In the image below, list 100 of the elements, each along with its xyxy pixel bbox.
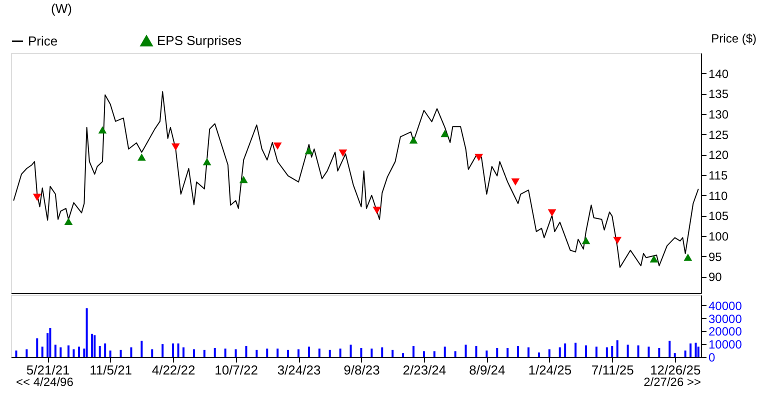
point (202, 158, 212, 166)
bar (433, 351, 436, 357)
bar (528, 347, 530, 357)
bar (595, 346, 598, 357)
x-tick-label: 3/24/23 (277, 362, 321, 378)
bar (444, 346, 446, 357)
bar (538, 352, 540, 357)
bar (486, 350, 488, 357)
bar (41, 346, 44, 357)
line-series (13, 91, 699, 268)
bar (674, 353, 676, 357)
bar (350, 344, 352, 357)
chart-title: (W) (51, 1, 72, 16)
bar (585, 345, 587, 357)
x-tick-label: 4/22/22 (152, 362, 196, 378)
bar (130, 347, 132, 357)
bar (256, 350, 258, 357)
bar (360, 348, 362, 357)
legend-label: Price (28, 33, 58, 48)
bar (564, 343, 566, 357)
bar (464, 344, 467, 357)
bar (140, 340, 143, 357)
point (171, 143, 180, 151)
y-tick-label: 10000 (708, 338, 742, 352)
bar (72, 349, 75, 357)
bar (558, 347, 561, 357)
x-tick-label: 5/21/21 (26, 362, 70, 378)
bar (54, 344, 56, 357)
bar (203, 350, 206, 357)
bar (392, 350, 394, 357)
text: 2/27/26 >> (644, 375, 701, 389)
bar (637, 345, 640, 357)
y-tick-label: 125 (708, 128, 729, 142)
bar (26, 349, 28, 357)
bar (496, 348, 498, 357)
bar (626, 344, 629, 357)
bar (648, 346, 650, 357)
x-tick-label: 11/5/21 (90, 362, 132, 378)
bar (98, 346, 101, 357)
bar (574, 342, 577, 357)
x-tick-label: 9/8/23 (344, 362, 380, 378)
bar (328, 350, 331, 357)
point (548, 209, 556, 216)
point (511, 178, 520, 186)
bar (548, 349, 550, 357)
bar (402, 353, 404, 357)
point (582, 236, 590, 244)
x-tick-label: 12/26/25 (650, 362, 701, 378)
y-tick-label: 0 (708, 350, 716, 364)
point (273, 142, 282, 150)
bar (684, 350, 686, 357)
bar (412, 346, 414, 357)
bar (339, 348, 342, 357)
bar (506, 348, 509, 357)
point (98, 126, 107, 134)
y-tick-label: 140 (708, 66, 729, 81)
point (304, 147, 314, 154)
bar (298, 349, 300, 357)
point (650, 255, 658, 262)
point (32, 194, 42, 202)
bar (690, 343, 692, 357)
y-tick-label: 40000 (708, 298, 742, 313)
bar (245, 346, 248, 357)
point (372, 206, 382, 214)
bar (658, 348, 660, 357)
y-tick-label: 110 (708, 188, 728, 203)
y-tick-label: 130 (708, 108, 729, 122)
bar (104, 343, 106, 357)
bar (91, 334, 94, 357)
x-tick-label: 1/24/25 (528, 362, 572, 378)
bar (454, 351, 456, 357)
bar (151, 349, 154, 357)
y-tick-label: 100 (708, 230, 729, 244)
y-tick-label: 105 (708, 209, 729, 224)
bar (86, 308, 88, 357)
bar (517, 346, 520, 357)
bar (78, 346, 80, 357)
point (64, 218, 73, 226)
point (613, 236, 622, 244)
bar (224, 348, 226, 357)
bar (15, 350, 18, 357)
x-tick-label: 7/11/25 (591, 362, 634, 378)
bar (276, 348, 279, 357)
bar (60, 347, 62, 357)
bar (120, 350, 122, 357)
bar (49, 328, 52, 357)
bar (370, 348, 373, 357)
bar (475, 346, 478, 357)
bar (318, 348, 320, 357)
y-axis-title: Price ($) (711, 32, 756, 46)
bar (177, 343, 180, 357)
point (239, 176, 248, 184)
bar (68, 345, 70, 357)
bar (162, 344, 164, 357)
y-tick-label: 90 (708, 270, 722, 284)
y-tick-label: 30000 (708, 312, 742, 326)
bar (266, 348, 268, 357)
bar (36, 338, 38, 357)
y-tick-label: 135 (708, 87, 729, 102)
point (440, 130, 450, 138)
